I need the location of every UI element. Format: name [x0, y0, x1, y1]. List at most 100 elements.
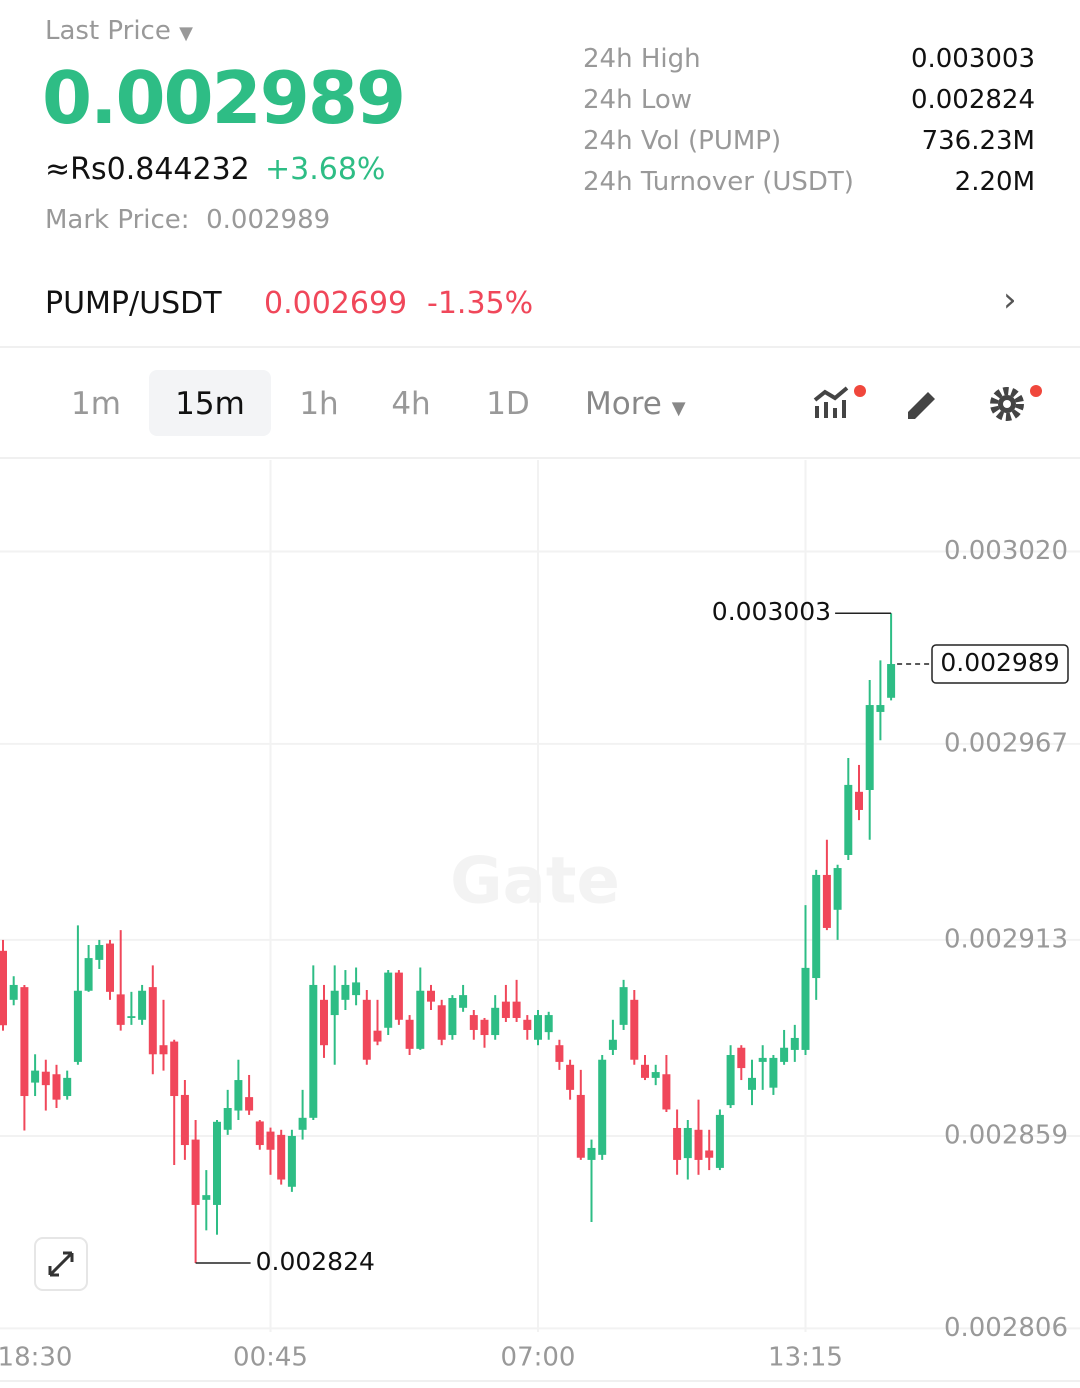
badge: [854, 385, 866, 397]
candle-body: [223, 1108, 232, 1130]
candle-body: [180, 1094, 189, 1146]
chevron[interactable]: ›: [1003, 280, 1017, 320]
candle-body: [191, 1139, 200, 1205]
x-tick-label: 07:00: [501, 1343, 576, 1373]
candle-body: [159, 1045, 168, 1055]
candle-body: [512, 1001, 521, 1018]
candle-body: [320, 999, 328, 1046]
mark-price: Mark Price: 0.002989: [45, 205, 330, 235]
interval-tab[interactable]: 4h: [391, 386, 431, 422]
candle-body: [651, 1072, 660, 1078]
candle-body: [566, 1064, 575, 1090]
candle-body: [876, 705, 885, 712]
candle-body: [469, 1015, 478, 1030]
pair[interactable]: PUMP/USDT: [45, 286, 222, 321]
candle-body: [298, 1117, 307, 1130]
badge: [1030, 385, 1042, 397]
expand-icon: [48, 1251, 74, 1277]
candle-body: [812, 874, 821, 979]
gear-icon: [1003, 400, 1011, 408]
y-tick-label: 0.003020: [944, 536, 1068, 566]
candle-body: [287, 1135, 296, 1187]
interval-tab[interactable]: 1D: [486, 386, 530, 422]
label: More: [585, 386, 662, 422]
candle-body: [341, 984, 350, 1000]
candle-body: [234, 1080, 243, 1111]
candle-body: [330, 990, 339, 1016]
interval-tab[interactable]: 1h: [299, 386, 339, 422]
candle-body: [534, 1015, 542, 1040]
candle-body: [769, 1057, 778, 1088]
candle-body: [801, 967, 810, 1050]
interval-tab[interactable]: 1m: [71, 386, 121, 422]
watermark: Gate: [450, 845, 620, 919]
stat-value: 736.23M: [921, 126, 1035, 156]
last-price-label[interactable]: Last Price ▼: [45, 16, 193, 46]
max-marker-label: 0.003003: [712, 597, 831, 626]
candle-body: [576, 1094, 585, 1158]
candle-body: [480, 1019, 489, 1036]
candle-body: [887, 664, 896, 698]
candle-body: [555, 1045, 564, 1062]
candle-body: [737, 1047, 746, 1069]
candle-body: [427, 990, 435, 1002]
candle-body: [95, 945, 104, 960]
stat-value: 0.002824: [910, 85, 1035, 115]
candle-body: [491, 1007, 500, 1036]
y-tick-label: 0.002806: [944, 1313, 1068, 1343]
candle-body: [705, 1150, 714, 1158]
candle-body: [780, 1047, 789, 1062]
candle-body: [662, 1074, 671, 1110]
candle-body: [9, 984, 18, 1000]
candle-body: [416, 990, 425, 1049]
candle-body: [362, 999, 371, 1060]
candle-body: [352, 982, 361, 996]
candle-body: [31, 1070, 40, 1083]
candle-body: [394, 972, 403, 1020]
candle-body: [202, 1195, 211, 1200]
candle-body: [715, 1114, 724, 1168]
candle-body: [437, 1005, 446, 1040]
more-button[interactable]: More ▼: [585, 386, 686, 422]
candle-body: [833, 868, 842, 910]
value: 0.002989: [206, 205, 331, 235]
candle-body: [758, 1057, 767, 1062]
stat-label: 24h Low: [583, 85, 693, 115]
stat-value: 2.20M: [954, 167, 1035, 197]
candle-body: [598, 1059, 607, 1155]
candle-body: [844, 784, 853, 855]
draw-button[interactable]: [904, 392, 936, 419]
candle-body: [748, 1077, 756, 1090]
pair-price: 0.002699: [264, 286, 408, 321]
candle-body: [790, 1037, 799, 1050]
last-price-label: 0.002989: [940, 648, 1059, 677]
last-price-box: [931, 644, 1069, 684]
candle-body: [405, 1019, 414, 1049]
last-price: 0.002989: [42, 56, 406, 140]
candle-body: [673, 1127, 682, 1160]
candle-body: [630, 999, 639, 1060]
candle-body: [641, 1064, 649, 1078]
candle-body: [41, 1071, 50, 1086]
price-change: +3.68%: [265, 152, 386, 187]
candle-body: [683, 1127, 692, 1159]
candle-body: [138, 990, 147, 1020]
candle-body: [448, 998, 457, 1036]
candle-body: [148, 987, 157, 1055]
indicator-button[interactable]: [813, 385, 866, 418]
candle-body: [309, 984, 318, 1118]
y-tick-label: 0.002967: [944, 728, 1068, 758]
x-tick-label: 00:45: [233, 1343, 308, 1373]
min-marker-label: 0.002824: [256, 1247, 375, 1276]
candle-body: [63, 1077, 72, 1097]
candle-body: [277, 1134, 286, 1180]
interval-tab[interactable]: 15m: [175, 386, 245, 422]
candle-body: [822, 874, 831, 928]
candle-body: [501, 1001, 510, 1018]
settings-button[interactable]: [990, 385, 1042, 421]
y-tick-label: 0.002859: [944, 1120, 1068, 1150]
candle-body: [116, 994, 125, 1025]
candle-body: [608, 1039, 617, 1050]
